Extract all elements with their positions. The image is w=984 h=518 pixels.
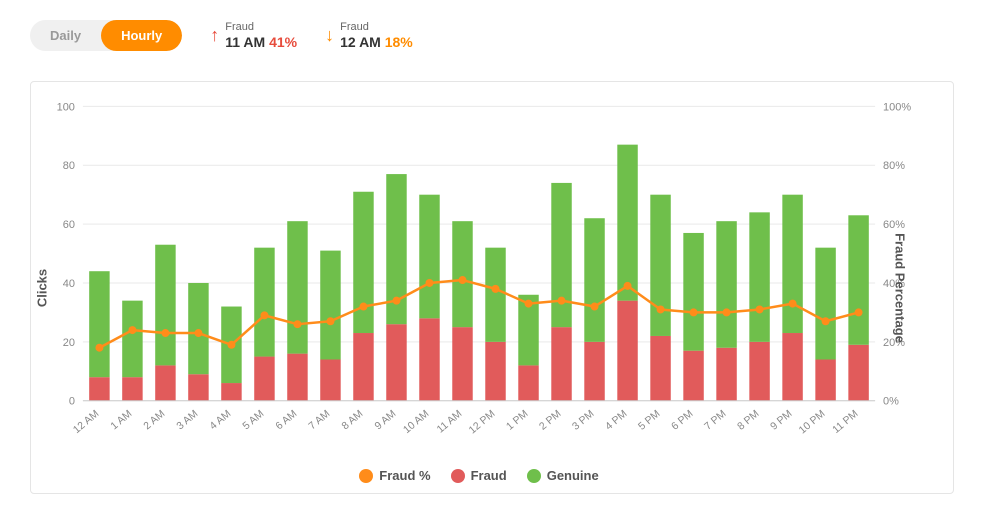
header-controls: Daily Hourly ↑ Fraud 11 AM 41% ↓ Fraud 1…	[30, 20, 954, 51]
svg-text:12 PM: 12 PM	[467, 409, 497, 437]
toggle-hourly[interactable]: Hourly	[101, 20, 182, 51]
svg-text:1 AM: 1 AM	[109, 409, 134, 433]
time-toggle: Daily Hourly	[30, 20, 182, 51]
svg-text:60%: 60%	[883, 219, 905, 231]
fraud-chart: 00%2020%4040%6060%8080%100100%12 AM1 AM2…	[45, 96, 913, 456]
svg-text:1 PM: 1 PM	[505, 409, 531, 433]
svg-text:3 AM: 3 AM	[175, 409, 200, 433]
peak-value: 11 AM 41%	[225, 34, 297, 51]
svg-text:12 AM: 12 AM	[72, 409, 102, 437]
svg-text:4 AM: 4 AM	[208, 409, 233, 433]
svg-text:3 PM: 3 PM	[571, 409, 597, 433]
svg-text:80: 80	[63, 160, 75, 172]
toggle-daily[interactable]: Daily	[30, 20, 101, 51]
svg-text:80%: 80%	[883, 160, 905, 172]
svg-text:8 PM: 8 PM	[736, 409, 762, 433]
svg-text:11 AM: 11 AM	[435, 409, 464, 436]
svg-text:5 AM: 5 AM	[241, 409, 266, 433]
y-axis-left-label: Clicks	[35, 268, 50, 306]
low-value: 12 AM 18%	[340, 34, 413, 51]
low-label: Fraud	[340, 21, 413, 34]
svg-text:100: 100	[57, 101, 75, 113]
svg-text:4 PM: 4 PM	[604, 409, 630, 433]
svg-text:60: 60	[63, 219, 75, 231]
svg-text:10 AM: 10 AM	[402, 409, 432, 437]
chart-container: Clicks Fraud Percentage 00%2020%4040%606…	[30, 81, 954, 494]
fraud-peak-stat: ↑ Fraud 11 AM 41%	[210, 21, 297, 51]
svg-text:9 PM: 9 PM	[769, 409, 795, 433]
svg-text:6 PM: 6 PM	[670, 409, 696, 433]
svg-text:8 AM: 8 AM	[340, 409, 365, 433]
svg-text:20: 20	[63, 337, 75, 349]
arrow-up-icon: ↑	[210, 25, 219, 46]
legend-genuine: Genuine	[527, 468, 599, 483]
svg-text:40: 40	[63, 278, 75, 290]
svg-text:7 AM: 7 AM	[307, 409, 332, 433]
legend-dot-fraud-pct	[359, 469, 373, 483]
svg-text:0: 0	[69, 396, 75, 408]
legend-fraud-pct: Fraud %	[359, 468, 430, 483]
arrow-down-icon: ↓	[325, 25, 334, 46]
svg-text:6 AM: 6 AM	[274, 409, 299, 433]
fraud-low-stat: ↓ Fraud 12 AM 18%	[325, 21, 413, 51]
legend-fraud: Fraud	[451, 468, 507, 483]
svg-text:2 PM: 2 PM	[538, 409, 564, 433]
y-axis-right-label: Fraud Percentage	[893, 233, 908, 343]
chart-legend: Fraud % Fraud Genuine	[45, 468, 913, 483]
svg-text:100%: 100%	[883, 101, 911, 113]
legend-dot-genuine	[527, 469, 541, 483]
svg-text:7 PM: 7 PM	[703, 409, 729, 433]
legend-dot-fraud	[451, 469, 465, 483]
svg-text:10 PM: 10 PM	[797, 409, 827, 437]
svg-text:0%: 0%	[883, 396, 899, 408]
peak-label: Fraud	[225, 21, 297, 34]
svg-text:5 PM: 5 PM	[637, 409, 663, 433]
svg-text:11 PM: 11 PM	[831, 409, 861, 436]
svg-text:2 AM: 2 AM	[142, 409, 167, 433]
svg-text:9 AM: 9 AM	[373, 409, 398, 433]
